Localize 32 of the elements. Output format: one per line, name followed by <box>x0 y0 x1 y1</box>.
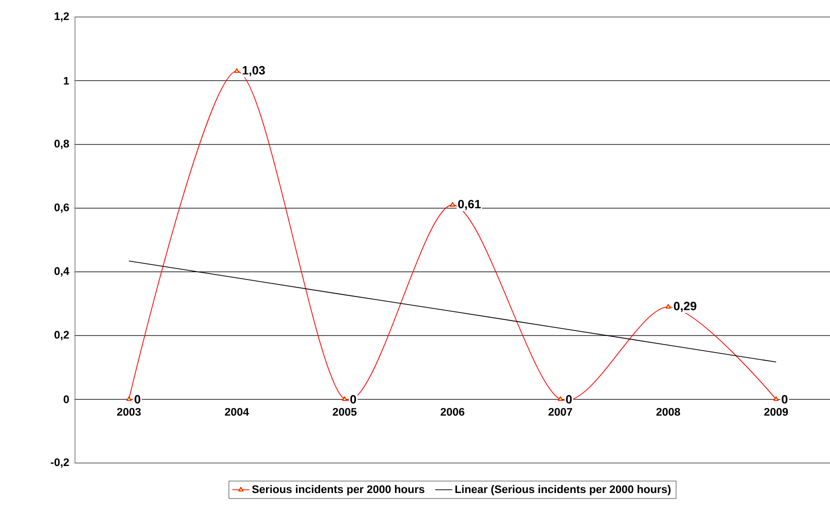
data-label: 0 <box>350 395 356 404</box>
x-tick-label: 2004 <box>224 408 249 416</box>
data-label: 0,29 <box>674 302 696 312</box>
point <box>234 68 240 73</box>
data-label: 0,61 <box>458 200 481 210</box>
point <box>774 396 779 401</box>
x-tick-label: 2006 <box>440 408 464 416</box>
point <box>666 304 671 309</box>
y-tick-label: -0,2 <box>50 458 69 468</box>
y-tick-label: 0,2 <box>54 330 69 340</box>
legend-label: Linear (Serious incidents per 2000 hours) <box>455 485 671 496</box>
y-tick-label: 0,6 <box>54 203 69 213</box>
y-tick-label: 1 <box>64 76 70 84</box>
x-tick-label: 2007 <box>548 408 572 416</box>
point <box>558 396 563 401</box>
point <box>450 202 456 207</box>
data-label: 1,03 <box>242 66 265 76</box>
y-tick-label: 0 <box>64 395 69 404</box>
x-tick-label: 2009 <box>764 408 788 416</box>
data-label: 0 <box>782 395 788 404</box>
x-tick-label: 2008 <box>656 408 680 416</box>
x-tick-label: 2005 <box>332 408 357 416</box>
y-tick-label: 1,2 <box>54 12 69 22</box>
point <box>342 396 348 401</box>
data-label: 0 <box>134 395 140 404</box>
data-label: 0 <box>566 395 572 404</box>
y-tick-label: 0,8 <box>54 140 69 150</box>
x-tick-label: 2003 <box>117 408 141 416</box>
legend-label: Serious incidents per 2000 hours <box>252 485 424 496</box>
line-series <box>128 260 776 362</box>
point <box>126 396 132 401</box>
y-tick-label: 0,4 <box>54 267 70 277</box>
